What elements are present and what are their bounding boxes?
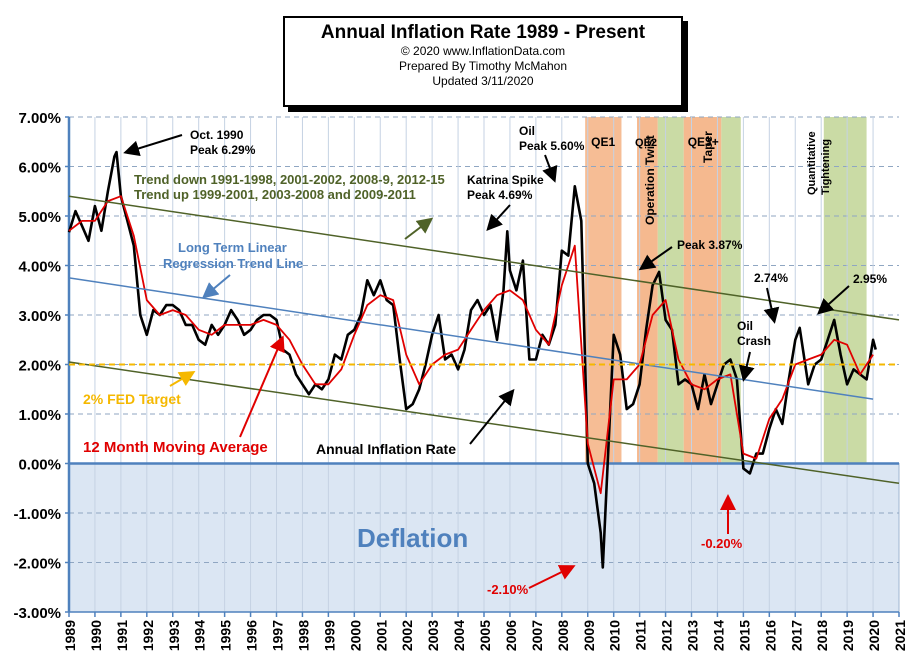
annotation-0-line-1: Peak 6.29% bbox=[190, 143, 256, 157]
region-label-operation-twist: Operation Twist bbox=[643, 135, 657, 225]
x-tick-label-27: 2016 bbox=[762, 620, 778, 651]
region-label-qe2: QE2 bbox=[635, 137, 657, 149]
annotation-6-line-0: 2.95% bbox=[853, 272, 887, 286]
x-tick-label-10: 1999 bbox=[321, 620, 337, 651]
x-tick-label-3: 1992 bbox=[140, 620, 156, 651]
annotation-4-line-0: Peak 3.87% bbox=[677, 238, 743, 252]
x-tick-label-0: 1989 bbox=[62, 620, 78, 651]
arrow-neg-210 bbox=[528, 565, 576, 589]
x-tick-label-16: 2005 bbox=[477, 620, 493, 651]
x-tick-label-14: 2003 bbox=[425, 620, 441, 651]
inflation-rate-label: Annual Inflation Rate bbox=[316, 441, 456, 457]
moving-average-label: 12 Month Moving Average bbox=[83, 439, 268, 456]
x-tick-label-15: 2004 bbox=[451, 620, 467, 651]
x-tick-label-2: 1991 bbox=[114, 620, 130, 651]
annotation-3-line-1: Peak 4.69% bbox=[467, 188, 533, 202]
x-tick-label-8: 1997 bbox=[270, 620, 286, 651]
y-tick-label-1: 6.00% bbox=[18, 160, 61, 177]
annotation-0-line-0: Oct. 1990 bbox=[190, 128, 244, 142]
arrow-oil-crash bbox=[738, 351, 755, 382]
x-tick-label-18: 2007 bbox=[529, 620, 545, 651]
annotation-7-line-0: Oil bbox=[737, 319, 753, 333]
y-tick-label-3: 4.00% bbox=[18, 259, 61, 276]
deflation-label: Deflation bbox=[357, 523, 468, 553]
x-tick-label-22: 2011 bbox=[633, 620, 649, 651]
x-tick-label-32: 2021 bbox=[892, 620, 908, 651]
x-tick-label-19: 2008 bbox=[555, 620, 571, 651]
y-tick-label-2: 5.00% bbox=[18, 209, 61, 226]
moving-average-line bbox=[68, 195, 874, 495]
x-tick-label-9: 1998 bbox=[295, 620, 311, 651]
x-tick-label-24: 2013 bbox=[685, 620, 701, 651]
x-tick-label-31: 2020 bbox=[866, 620, 882, 651]
x-tick-label-5: 1994 bbox=[192, 620, 208, 651]
annotation-1-line-1: Trend up 1999-2001, 2003-2008 and 2009-2… bbox=[134, 187, 416, 202]
y-tick-label-6: 1.00% bbox=[18, 407, 61, 424]
x-tick-label-17: 2006 bbox=[503, 620, 519, 651]
annotation-2-line-1: Peak 5.60% bbox=[519, 139, 585, 153]
arrow-oil-peak bbox=[542, 154, 558, 183]
annotation-8-line-0: -0.20% bbox=[701, 536, 743, 551]
chart-subtitle-2: Prepared By Timothy McMahon bbox=[398, 59, 568, 73]
x-tick-label-1: 1990 bbox=[88, 620, 104, 651]
region-label-qe1: QE1 bbox=[591, 135, 615, 149]
x-tick-label-29: 2018 bbox=[814, 620, 830, 651]
chart-subtitle-1: © 2020 www.InflationData.com bbox=[400, 44, 566, 58]
annotation-7-line-1: Crash bbox=[737, 334, 771, 348]
x-tick-label-11: 2000 bbox=[347, 620, 363, 651]
arrow-annual-rate bbox=[469, 388, 515, 445]
x-tick-label-7: 1996 bbox=[244, 620, 260, 651]
upper-trend-line bbox=[68, 195, 900, 321]
fed-target-label: 2% FED Target bbox=[83, 391, 181, 407]
arrow-295 bbox=[817, 285, 850, 315]
y-tick-label-9: -2.00% bbox=[13, 556, 61, 573]
x-tick-label-23: 2012 bbox=[659, 620, 675, 651]
y-tick-label-10: -3.00% bbox=[13, 605, 61, 622]
arrow-peak-387 bbox=[638, 246, 673, 271]
x-tick-label-26: 2015 bbox=[736, 620, 752, 651]
x-tick-label-13: 2002 bbox=[399, 620, 415, 651]
y-tick-label-0: 7.00% bbox=[18, 110, 61, 127]
region-label-taper: Taper bbox=[701, 131, 715, 163]
annotation-2-line-0: Oil bbox=[519, 124, 535, 138]
arrow-trend bbox=[404, 217, 434, 240]
annotation-5-line-0: 2.74% bbox=[754, 271, 788, 285]
x-tick-label-20: 2009 bbox=[581, 620, 597, 651]
y-tick-label-7: 0.00% bbox=[18, 457, 61, 474]
y-tick-label-5: 2.00% bbox=[18, 358, 61, 375]
annotation-3-line-0: Katrina Spike bbox=[467, 173, 544, 187]
region-label-qt-2: Tightening bbox=[820, 139, 832, 195]
title-box: Annual Inflation Rate 1989 - Present © 2… bbox=[283, 16, 683, 107]
arrow-regression bbox=[201, 274, 231, 299]
arrow-oct-1990 bbox=[123, 134, 183, 157]
x-tick-label-6: 1995 bbox=[218, 620, 234, 651]
chart-title: Annual Inflation Rate 1989 - Present bbox=[320, 22, 646, 43]
chart-subtitle-3: Updated 3/11/2020 bbox=[432, 74, 534, 88]
arrow-moving-average bbox=[239, 335, 285, 438]
x-tick-label-28: 2017 bbox=[788, 620, 804, 651]
regression-label-2: Regression Trend Line bbox=[163, 256, 303, 271]
arrow-katrina bbox=[486, 204, 511, 231]
y-tick-label-8: -1.00% bbox=[13, 506, 61, 523]
x-tick-label-21: 2010 bbox=[607, 620, 623, 651]
arrow-274 bbox=[763, 287, 780, 324]
region-label-qt-1: Quantitative bbox=[806, 131, 818, 195]
annotation-9-line-0: -2.10% bbox=[487, 582, 529, 597]
x-tick-label-30: 2019 bbox=[840, 620, 856, 651]
y-tick-label-4: 3.00% bbox=[18, 308, 61, 325]
arrow-fed-target bbox=[169, 370, 196, 387]
region-label-qe3: QE3+ bbox=[688, 135, 719, 149]
x-tick-label-4: 1993 bbox=[166, 620, 182, 651]
x-tick-label-25: 2014 bbox=[710, 620, 726, 651]
annotation-1-line-0: Trend down 1991-1998, 2001-2002, 2008-9,… bbox=[134, 172, 445, 187]
x-tick-label-12: 2001 bbox=[373, 620, 389, 651]
regression-label-1: Long Term Linear bbox=[178, 240, 287, 255]
lower-trend-line bbox=[68, 361, 900, 485]
